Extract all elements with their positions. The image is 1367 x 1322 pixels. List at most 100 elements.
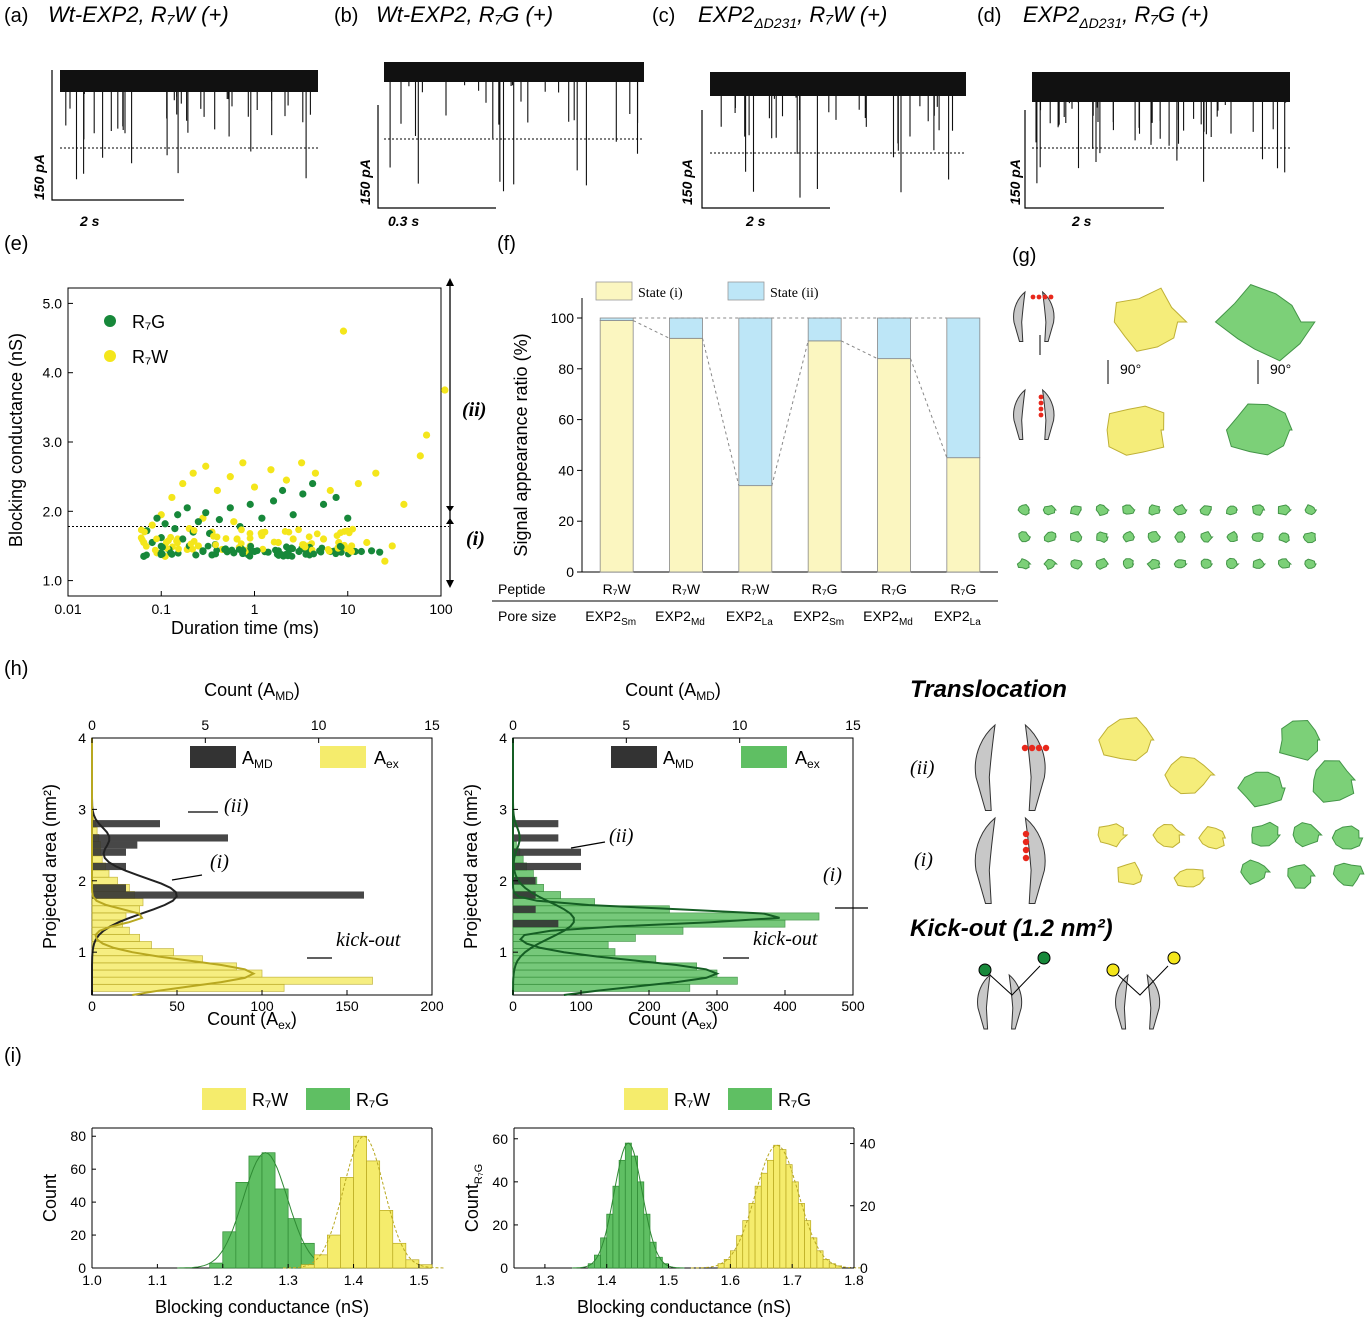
scatter-point bbox=[202, 462, 210, 470]
top-tick-label: 0 bbox=[509, 717, 517, 733]
hist-bar bbox=[822, 1259, 830, 1269]
scatter-point bbox=[168, 493, 176, 502]
scatter-point bbox=[376, 548, 384, 556]
bar-state-ii bbox=[599, 317, 634, 321]
pore-right-wall bbox=[1041, 290, 1055, 342]
scatter-point bbox=[258, 529, 266, 536]
peptide-bead bbox=[1038, 406, 1044, 412]
y-tick-label: 2 bbox=[78, 873, 86, 889]
hist-bar bbox=[816, 1250, 824, 1269]
hist-bar bbox=[791, 1181, 799, 1269]
subscript: ex bbox=[807, 757, 820, 771]
scatter-point bbox=[141, 528, 148, 536]
paren: ) bbox=[712, 1009, 718, 1029]
arrow-split bbox=[446, 506, 454, 524]
hist-bar-md bbox=[513, 848, 581, 856]
hist-bar bbox=[313, 1254, 328, 1269]
state-label-i: (i) bbox=[466, 528, 485, 550]
hist-bar bbox=[327, 1234, 341, 1269]
legend-swatch-state-ii bbox=[727, 281, 765, 301]
legend-marker-r7w bbox=[104, 350, 116, 362]
y-tick-label: 1.0 bbox=[43, 573, 63, 589]
hist-bar-md bbox=[513, 905, 536, 913]
scatter-plot: 0.01 0.1 1 10 100 1.0 2.0 3.0 4.0 5.0 bbox=[43, 295, 453, 617]
bar-state-i bbox=[669, 337, 703, 573]
rotation-label-1: 90° bbox=[1270, 361, 1291, 377]
row-label-peptide: Peptide bbox=[498, 581, 546, 597]
y-tick-label: 60 bbox=[492, 1131, 508, 1147]
scatter-point bbox=[349, 525, 357, 533]
green-structure-small bbox=[1332, 862, 1365, 887]
bottom-tick-label: 500 bbox=[841, 998, 865, 1014]
y-tick-label: 3 bbox=[78, 801, 86, 817]
peptide-bead bbox=[1038, 394, 1044, 400]
hist-bar-ex bbox=[91, 869, 110, 878]
trace-a-time-scale: 2 s bbox=[79, 213, 100, 229]
pore-right-wall bbox=[1041, 388, 1055, 440]
trace-d-current-scale: 150 pA bbox=[1007, 159, 1023, 205]
conformer-thumbnail bbox=[1017, 504, 1031, 516]
scatter-point bbox=[153, 514, 161, 522]
pore-left-wall bbox=[1115, 973, 1129, 1030]
scatter-point bbox=[189, 545, 197, 553]
x-axis-label: Blocking conductance (nS) bbox=[155, 1297, 369, 1317]
conformer-thumbnail bbox=[1172, 503, 1188, 516]
bottom-axis-label: Count (Aex) bbox=[628, 1009, 718, 1032]
scatter-point bbox=[250, 483, 259, 491]
green-structure-side bbox=[1225, 403, 1293, 456]
trace-c-title: EXP2ΔD231, R₇W (+) bbox=[698, 2, 887, 31]
trace-noise-band bbox=[710, 72, 966, 96]
green-structure bbox=[1312, 760, 1357, 803]
hist-bar-md bbox=[92, 862, 126, 871]
kickout-bead-green bbox=[1037, 951, 1051, 965]
pore-label: EXP2Md bbox=[863, 608, 913, 628]
green-structure-small bbox=[1240, 859, 1272, 885]
fit-curve bbox=[282, 1135, 445, 1269]
scatter-point bbox=[339, 327, 348, 335]
pore-left-wall bbox=[977, 973, 991, 1030]
scatter-point bbox=[190, 537, 198, 545]
connector-line bbox=[771, 340, 809, 486]
scatter-point bbox=[148, 521, 156, 529]
x-tick-label: 1.7 bbox=[782, 1272, 802, 1288]
conformer-thumbnail bbox=[1200, 531, 1214, 543]
hist-bar bbox=[717, 1263, 725, 1269]
green-structure bbox=[1279, 719, 1321, 761]
y-axis-label: Count bbox=[40, 1174, 60, 1222]
y-axis-label: CountR₇G bbox=[462, 1164, 485, 1232]
scatter-point bbox=[202, 509, 210, 517]
scatter-point bbox=[246, 530, 254, 537]
pore-right-wall bbox=[1146, 973, 1161, 1030]
x-tick-label: 1.0 bbox=[82, 1272, 102, 1288]
scatter-point bbox=[246, 500, 254, 508]
x-tick-label: 1.5 bbox=[409, 1272, 429, 1288]
legend-swatch-r7w bbox=[202, 1088, 246, 1110]
conformer-thumbnail bbox=[1302, 531, 1317, 544]
subscript: MD bbox=[254, 757, 273, 771]
pore-label: EXP2La bbox=[934, 608, 981, 628]
hist-bar bbox=[798, 1203, 805, 1269]
bottom-tick-label: 200 bbox=[420, 998, 444, 1014]
kickout-bead-yellow bbox=[1106, 963, 1120, 977]
scatter-point bbox=[161, 520, 169, 528]
hist-bar bbox=[624, 1142, 632, 1269]
pore-subscript: Sm bbox=[829, 617, 844, 628]
scatter-point bbox=[281, 528, 289, 535]
connector-line bbox=[702, 338, 740, 486]
hist-bar-md bbox=[92, 841, 138, 849]
scatter-point bbox=[295, 526, 302, 534]
subscript: ex bbox=[278, 1018, 291, 1032]
scatter-point bbox=[333, 532, 341, 540]
kickout-title: Kick-out (1.2 nm²) bbox=[910, 915, 1113, 942]
y-tick-label: 100 bbox=[551, 310, 575, 326]
peptide-label: R₇G bbox=[950, 581, 976, 597]
y-tick-label: 60 bbox=[558, 412, 574, 428]
fit-curve bbox=[571, 1142, 685, 1269]
green-structure-small bbox=[1251, 821, 1282, 847]
scatter-point bbox=[259, 545, 267, 553]
annotation-label: kick-out bbox=[753, 928, 818, 950]
peptide-bead bbox=[1022, 854, 1030, 862]
bottom-tick-label: 150 bbox=[335, 998, 359, 1014]
